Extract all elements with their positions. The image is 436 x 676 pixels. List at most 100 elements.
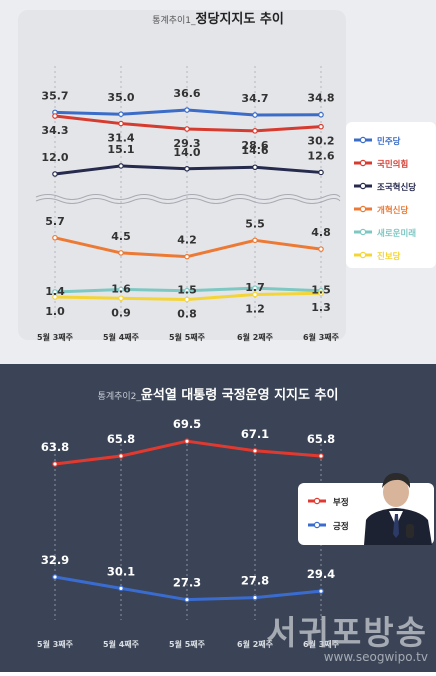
chart2-legend-label-0: 부정 [333,497,349,508]
chart1-value-label-3-0: 5.7 [45,215,65,228]
chart2-value-label-0-4: 65.8 [307,432,335,446]
chart1-point-0-3 [252,112,258,118]
chart1-point-4-2 [184,287,190,294]
chart2-point-0-0 [52,461,58,467]
axis-break-line-1 [35,194,341,200]
chart2-x-tick-2: 5월 5째주 [169,639,206,649]
chart1-legend-dot-5 [359,251,367,259]
chart2-point-1-2 [184,596,190,603]
chart2-point-1-3 [252,594,258,601]
chart1-legend-dot-4 [359,228,367,236]
watermark-name: 서귀포방송 [266,613,428,652]
chart1-title-prefix: 통계추이1_ [152,14,196,26]
chart1-legend-label-1: 국민의힘 [377,159,408,170]
chart1-legend-label-4: 새로운미래 [377,228,416,239]
chart1-value-label-0-2: 36.6 [173,87,200,100]
chart1-value-label-5-1: 0.9 [111,306,131,319]
chart1-value-label-5-3: 1.2 [245,302,265,315]
portrait-microphone [406,524,414,538]
chart1-value-label-2-0: 12.0 [41,151,68,164]
chart1-value-label-1-1: 31.4 [107,132,134,145]
chart2-title: 통계추이2_윤석열 대통령 국정운영 지지도 추이 [98,387,339,403]
chart1-point-5-4 [318,290,324,297]
chart1-point-1-3 [252,128,258,134]
chart1-value-label-2-3: 14.6 [241,144,268,157]
chart1-x-tick-4: 6월 3째주 [303,332,340,342]
chart1-point-1-1 [118,120,124,127]
chart2-x-tick-0: 5월 3째주 [37,639,74,649]
chart1-point-2-2 [184,166,190,172]
chart1-point-5-2 [184,296,190,303]
chart1-point-3-4 [318,246,324,252]
chart1-value-label-3-2: 4.2 [177,234,197,247]
chart1-value-label-0-4: 34.8 [307,92,334,105]
chart2-series-line-0 [54,439,322,466]
chart1-title: 통계추이1_정당지지도 추이 [152,11,284,27]
portrait-tie [393,514,399,538]
chart2-value-label-1-4: 29.4 [307,567,335,581]
chart1-value-label-0-1: 35.0 [107,91,134,104]
chart2-value-label-0-2: 69.5 [173,417,201,431]
chart2-legend-dot-0 [313,497,321,505]
chart1-value-label-2-2: 14.0 [173,146,200,159]
chart2-value-label-1-1: 30.1 [107,564,135,578]
chart1-value-label-4-0: 1.4 [45,285,65,298]
chart1-value-label-1-0: 34.3 [41,124,68,137]
chart1-point-3-3 [252,237,258,244]
chart1-point-2-3 [252,164,258,171]
president-portrait [364,472,432,545]
chart1-point-0-4 [318,111,324,118]
chart1-point-3-0 [52,234,58,241]
chart1-legend-label-2: 조국혁신당 [377,182,416,193]
chart1-value-label-5-4: 1.3 [311,301,331,314]
approval-chart: 통계추이2_윤석열 대통령 국정운영 지지도 추이 63.8 65.8 69.5 67… [37,387,434,649]
chart1-point-4-0 [52,289,58,295]
chart2-title-main: 윤석열 대통령 국정운영 지지도 추이 [141,387,339,403]
party-support-panel: 통계추이1_정당지지도 추이 35.7 35.0 36.6 34.7 34.8 34.3 3… [0,0,436,364]
chart2-value-label-1-0: 32.9 [41,553,69,567]
portrait-hair [382,472,411,488]
chart1-x-tick-1: 5월 4째주 [103,332,140,342]
chart1-point-2-4 [318,169,324,176]
chart1-value-label-4-2: 1.5 [177,284,197,297]
chart1-point-0-1 [118,111,124,118]
chart2-point-1-0 [52,574,58,580]
chart1-point-3-1 [118,250,124,256]
chart1-value-label-4-4: 1.5 [311,284,331,297]
chart1-point-1-2 [184,126,190,132]
chart1-value-label-4-1: 1.6 [111,282,131,295]
chart2-point-1-4 [318,588,324,594]
chart1-point-2-0 [52,171,58,177]
chart1-legend-dot-1 [359,159,367,167]
chart1-value-label-5-2: 0.8 [177,308,197,321]
chart1-value-label-0-3: 34.7 [241,92,268,105]
chart1-x-tick-3: 6월 2째주 [237,332,274,342]
portrait-face [383,477,409,507]
chart2-title-prefix: 통계추이2_ [98,390,142,402]
chart1-value-label-2-4: 12.6 [307,149,334,162]
chart2-point-0-2 [184,438,190,445]
chart1-point-1-0 [52,113,58,119]
chart1-x-tick-0: 5월 3째주 [37,332,74,342]
chart1-point-2-1 [118,163,124,169]
chart1-point-0-2 [184,107,190,113]
chart1-value-label-1-2: 29.3 [173,137,200,150]
chart2-point-1-1 [118,585,124,592]
chart1-point-3-2 [184,253,190,260]
chart1-point-5-0 [52,294,58,300]
chart2-value-label-1-2: 27.3 [173,576,201,590]
chart1-value-label-5-0: 1.0 [45,305,65,318]
chart2-legend-label-1: 긍정 [333,521,349,532]
chart1-legend-dot-3 [359,205,367,213]
party-support-chart: 통계추이1_정당지지도 추이 35.7 35.0 36.6 34.7 34.8 34.3 3… [35,11,436,342]
chart1-point-4-3 [252,285,258,291]
chart1-legend-dot-2 [359,182,367,190]
chart2-value-label-0-3: 67.1 [241,427,269,441]
chart1-value-label-3-3: 5.5 [245,217,265,230]
chart1-legend-label-3: 개혁신당 [377,205,408,216]
chart1-legend-dot-0 [359,136,367,144]
chart1-value-label-1-4: 30.2 [307,135,334,148]
chart1-title-main: 정당지지도 추이 [196,11,284,27]
chart2-x-tick-1: 5월 4째주 [103,639,140,649]
watermark: 서귀포방송 www.seogwipo.tv [266,606,428,664]
